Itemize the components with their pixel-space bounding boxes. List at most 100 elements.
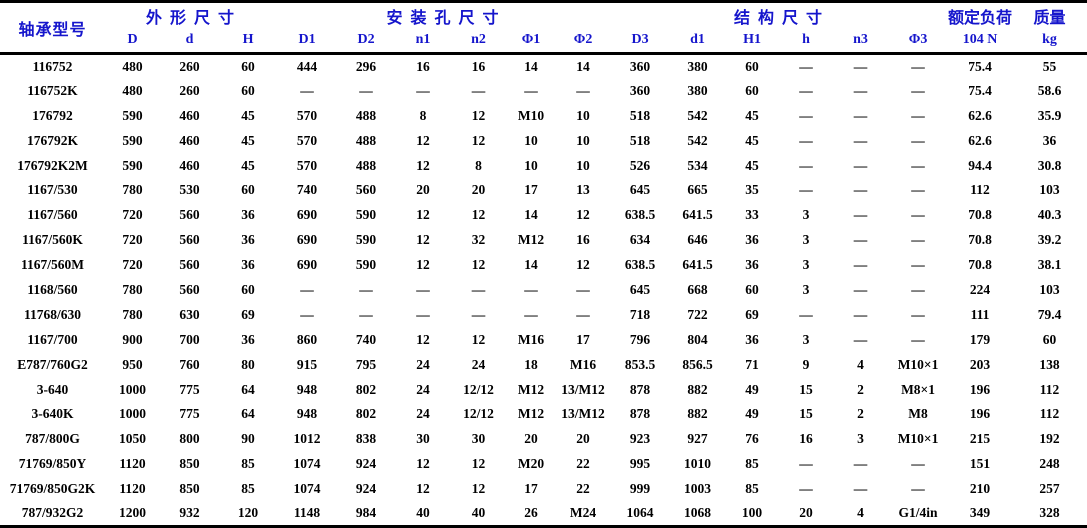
col-header-D2: D2: [357, 32, 375, 48]
value-cell: 60: [241, 182, 255, 198]
value-cell: M12: [517, 232, 545, 248]
value-cell: 100: [741, 505, 763, 521]
value-cell: 1068: [684, 505, 712, 521]
value-cell: 3: [802, 281, 810, 297]
bearing-model-cell: 116752K: [27, 82, 78, 98]
value-cell: 10: [524, 132, 538, 148]
value-cell: 62.6: [968, 107, 992, 123]
table-header: 轴承型号 外 形 尺 寸 安 装 孔 尺 寸 结 构 尺 寸 额定负荷 质量 D…: [0, 2, 1087, 54]
value-cell: 690: [296, 232, 318, 248]
value-cell: 36: [745, 257, 759, 273]
value-cell: 590: [355, 207, 377, 223]
bearing-model-cell: 1167/700: [27, 331, 78, 347]
header-sub-row: D d H D1 D2 n1 n2 Φ1 Φ2 D3 d1 H1 h n3 Φ3…: [0, 29, 1087, 54]
value-cell: 2: [857, 381, 864, 397]
bearing-model-cell: 176792K2M: [17, 157, 88, 173]
value-cell: 20: [524, 431, 538, 447]
value-cell: 1200: [119, 505, 146, 521]
value-cell: 488: [355, 132, 377, 148]
value-cell: 192: [1039, 431, 1060, 447]
col-group-structure-dimensions: 结 构 尺 寸: [734, 9, 825, 27]
value-cell: 1050: [119, 431, 146, 447]
col-header-n2: n2: [471, 32, 486, 48]
value-cell: 260: [179, 58, 200, 74]
value-cell: 79.4: [1037, 306, 1062, 322]
value-cell: —: [853, 257, 868, 273]
value-cell: 36: [745, 232, 759, 248]
value-cell: 20: [799, 505, 813, 521]
value-cell: —: [911, 82, 925, 98]
value-cell: 39.2: [1037, 232, 1062, 248]
value-cell: 33: [745, 207, 759, 223]
value-cell: 1120: [119, 456, 146, 472]
value-cell: 924: [355, 481, 377, 497]
table-row: E787/760G2 950 760 80 915 795 24 24 18 M16 853.5 85…: [0, 352, 1087, 377]
value-cell: 1074: [293, 481, 321, 497]
value-cell: 40: [471, 505, 486, 521]
value-cell: 60: [745, 281, 759, 297]
value-cell: 850: [179, 456, 200, 472]
value-cell: —: [416, 306, 430, 322]
value-cell: 12: [416, 257, 430, 273]
value-cell: 984: [355, 505, 377, 521]
value-cell: 49: [745, 381, 759, 397]
value-cell: 560: [179, 207, 200, 223]
value-cell: 740: [296, 182, 318, 198]
value-cell: 641.5: [682, 207, 713, 223]
value-cell: 860: [296, 331, 318, 347]
bearing-model-cell: 11768/630: [23, 306, 81, 322]
value-cell: 55: [1042, 58, 1057, 74]
value-cell: 12: [471, 207, 486, 223]
value-cell: 69: [241, 306, 255, 322]
value-cell: G1/4in: [898, 505, 938, 521]
value-cell: 915: [296, 356, 318, 372]
value-cell: —: [853, 306, 868, 322]
value-cell: 103: [1039, 281, 1060, 297]
value-cell: 460: [179, 157, 200, 173]
value-cell: 203: [969, 356, 991, 372]
value-cell: —: [799, 481, 813, 497]
value-cell: 257: [1039, 481, 1060, 497]
col-group-mass: 质量: [1033, 9, 1066, 27]
value-cell: 3: [802, 257, 810, 273]
value-cell: —: [911, 157, 925, 173]
value-cell: 20: [471, 182, 486, 198]
value-cell: —: [524, 82, 538, 98]
value-cell: 224: [969, 281, 991, 297]
value-cell: 45: [745, 157, 759, 173]
value-cell: —: [300, 281, 314, 297]
value-cell: —: [853, 331, 868, 347]
col-group-outline-dimensions: 外 形 尺 寸: [146, 9, 237, 27]
value-cell: 690: [296, 207, 318, 223]
col-header-mass-unit: kg: [1042, 32, 1057, 48]
value-cell: —: [853, 82, 868, 98]
bearing-model-cell: 1167/530: [27, 182, 78, 198]
value-cell: 12: [416, 331, 430, 347]
value-cell: 1074: [293, 456, 321, 472]
table-row: 1167/560 720 560 36 690 590 12 12 14 12 638.5 641.5…: [0, 203, 1087, 228]
value-cell: —: [911, 182, 925, 198]
value-cell: 802: [355, 406, 377, 422]
value-cell: —: [471, 82, 486, 98]
value-cell: 24: [471, 356, 486, 372]
value-cell: 16: [471, 58, 486, 74]
value-cell: —: [576, 281, 590, 297]
value-cell: 328: [1039, 505, 1060, 521]
value-cell: 10: [576, 132, 590, 148]
value-cell: —: [799, 157, 813, 173]
value-cell: 12: [416, 132, 430, 148]
value-cell: 882: [687, 381, 708, 397]
value-cell: 24: [416, 356, 430, 372]
value-cell: 780: [122, 306, 143, 322]
value-cell: 22: [576, 481, 590, 497]
value-cell: —: [576, 82, 590, 98]
value-cell: 69: [745, 306, 759, 322]
bearing-model-cell: 71769/850G2K: [9, 481, 96, 497]
value-cell: 1120: [119, 481, 146, 497]
value-cell: 26: [524, 505, 538, 521]
value-cell: 12: [416, 232, 430, 248]
value-cell: M12: [517, 406, 545, 422]
value-cell: —: [911, 306, 925, 322]
value-cell: 80: [241, 356, 255, 372]
value-cell: 40: [416, 505, 430, 521]
